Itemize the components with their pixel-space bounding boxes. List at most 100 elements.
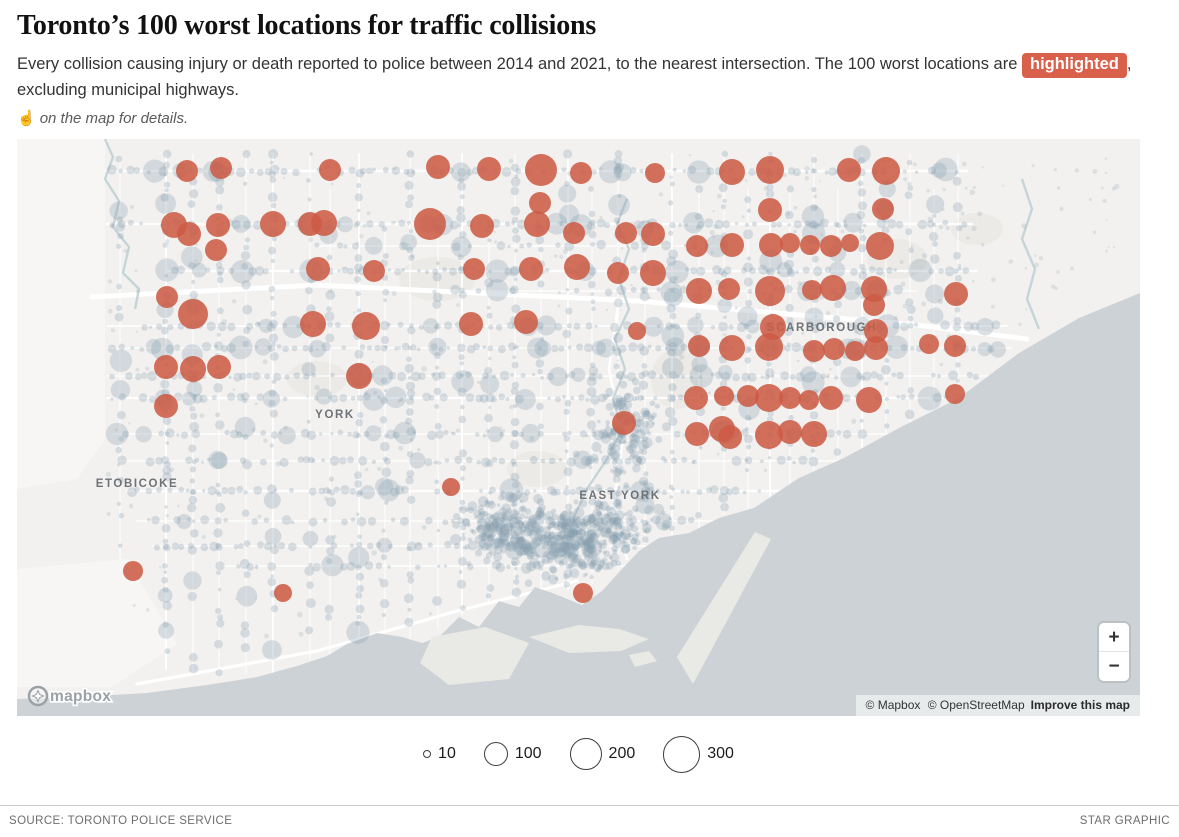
worst-location-bubble[interactable]: [685, 422, 709, 447]
collision-map[interactable]: YORK ETOBICOKE EAST YORK SCARBOROUGH mapbox…: [17, 139, 1140, 717]
worst-location-bubble[interactable]: [719, 159, 745, 186]
worst-location-bubble[interactable]: [864, 336, 888, 361]
worst-location-bubble[interactable]: [755, 421, 783, 450]
worst-location-bubble[interactable]: [758, 198, 782, 223]
worst-location-bubble[interactable]: [719, 335, 745, 362]
worst-location-bubble[interactable]: [779, 387, 801, 410]
worst-location-bubble[interactable]: [154, 394, 178, 419]
worst-location-bubble[interactable]: [944, 282, 968, 307]
worst-location-bubble[interactable]: [459, 312, 483, 337]
worst-location-bubble[interactable]: [718, 278, 740, 301]
worst-location-bubble[interactable]: [686, 235, 708, 258]
worst-location-bubble[interactable]: [714, 386, 734, 407]
worst-location-bubble[interactable]: [837, 158, 861, 183]
worst-location-bubble[interactable]: [156, 286, 178, 309]
worst-location-bubble[interactable]: [177, 222, 201, 247]
worst-location-bubble[interactable]: [352, 312, 380, 341]
mapbox-logo[interactable]: mapbox: [27, 684, 119, 708]
legend-circle-300: [663, 735, 701, 773]
worst-location-bubble[interactable]: [641, 222, 665, 247]
worst-location-bubble[interactable]: [207, 355, 231, 380]
worst-location-bubble[interactable]: [176, 160, 198, 183]
worst-location-bubble[interactable]: [820, 235, 842, 258]
worst-location-bubble[interactable]: [628, 322, 646, 341]
worst-location-bubble[interactable]: [801, 421, 827, 448]
worst-location-bubble[interactable]: [755, 384, 783, 413]
worst-location-bubble[interactable]: [780, 233, 800, 254]
attribution-osm-link[interactable]: © OpenStreetMap: [927, 698, 1025, 713]
worst-location-bubble[interactable]: [573, 583, 593, 604]
worst-location-bubble[interactable]: [206, 213, 230, 238]
worst-location-bubble[interactable]: [866, 232, 894, 261]
worst-location-bubble[interactable]: [470, 214, 494, 239]
worst-location-bubble[interactable]: [300, 311, 326, 338]
worst-location-bubble[interactable]: [688, 335, 710, 358]
worst-location-bubble[interactable]: [800, 235, 820, 256]
worst-location-bubble[interactable]: [823, 338, 845, 361]
worst-location-bubble[interactable]: [514, 310, 538, 335]
worst-location-bubble[interactable]: [442, 478, 460, 497]
worst-location-bubble[interactable]: [944, 335, 966, 358]
worst-location-bubble[interactable]: [778, 420, 802, 445]
improve-this-map-link[interactable]: Improve this map: [1030, 698, 1130, 713]
worst-location-bubble[interactable]: [178, 299, 208, 330]
worst-location-bubble[interactable]: [154, 355, 178, 380]
worst-location-bubble[interactable]: [529, 192, 551, 215]
worst-location-bubble[interactable]: [260, 211, 286, 238]
worst-location-bubble[interactable]: [607, 262, 629, 285]
worst-location-bubble[interactable]: [856, 387, 882, 414]
worst-location-bubble[interactable]: [570, 162, 592, 185]
worst-location-bubble[interactable]: [861, 276, 887, 303]
map-svg[interactable]: YORK ETOBICOKE EAST YORK SCARBOROUGH: [17, 139, 1140, 717]
worst-location-bubble[interactable]: [919, 334, 939, 355]
worst-location-bubble[interactable]: [414, 208, 446, 241]
worst-location-bubble[interactable]: [684, 386, 708, 411]
worst-location-bubble[interactable]: [686, 278, 712, 305]
zoom-in-button[interactable]: +: [1099, 623, 1129, 653]
worst-location-bubble[interactable]: [845, 341, 865, 362]
worst-location-bubble[interactable]: [205, 239, 227, 262]
attribution-mapbox-link[interactable]: © Mapbox: [865, 698, 921, 713]
worst-location-bubble[interactable]: [864, 319, 888, 344]
worst-location-bubble[interactable]: [756, 156, 784, 185]
worst-location-bubble[interactable]: [525, 154, 557, 187]
worst-location-bubble[interactable]: [802, 280, 822, 301]
worst-location-bubble[interactable]: [759, 233, 783, 258]
worst-location-bubble[interactable]: [945, 384, 965, 405]
worst-location-bubble[interactable]: [737, 385, 759, 408]
worst-location-bubble[interactable]: [615, 222, 637, 245]
worst-location-bubble[interactable]: [306, 257, 330, 282]
worst-location-bubble[interactable]: [319, 159, 341, 182]
worst-location-bubble[interactable]: [612, 411, 636, 436]
worst-location-bubble[interactable]: [524, 211, 550, 238]
worst-location-bubble[interactable]: [645, 163, 665, 184]
worst-location-bubble[interactable]: [363, 260, 385, 283]
worst-location-bubble[interactable]: [640, 260, 666, 287]
worst-locations-bubbles[interactable]: [123, 154, 968, 604]
worst-location-bubble[interactable]: [426, 155, 450, 180]
worst-location-bubble[interactable]: [463, 258, 485, 281]
worst-location-bubble[interactable]: [863, 294, 885, 317]
worst-location-bubble[interactable]: [346, 363, 372, 390]
worst-location-bubble[interactable]: [477, 157, 501, 182]
worst-location-bubble[interactable]: [755, 276, 785, 307]
zoom-out-button[interactable]: −: [1099, 652, 1129, 682]
worst-location-bubble[interactable]: [519, 257, 543, 282]
worst-location-bubble[interactable]: [718, 425, 742, 450]
worst-location-bubble[interactable]: [755, 333, 783, 362]
worst-location-bubble[interactable]: [820, 275, 846, 302]
worst-location-bubble[interactable]: [799, 390, 819, 411]
worst-location-bubble[interactable]: [274, 584, 292, 603]
worst-location-bubble[interactable]: [872, 198, 894, 221]
worst-location-bubble[interactable]: [180, 356, 206, 383]
worst-location-bubble[interactable]: [563, 222, 585, 245]
worst-location-bubble[interactable]: [311, 210, 337, 237]
worst-location-bubble[interactable]: [872, 157, 900, 186]
worst-location-bubble[interactable]: [841, 234, 859, 253]
worst-location-bubble[interactable]: [819, 386, 843, 411]
worst-location-bubble[interactable]: [564, 254, 590, 281]
worst-location-bubble[interactable]: [803, 340, 825, 363]
worst-location-bubble[interactable]: [210, 157, 232, 180]
worst-location-bubble[interactable]: [123, 561, 143, 582]
worst-location-bubble[interactable]: [720, 233, 744, 258]
